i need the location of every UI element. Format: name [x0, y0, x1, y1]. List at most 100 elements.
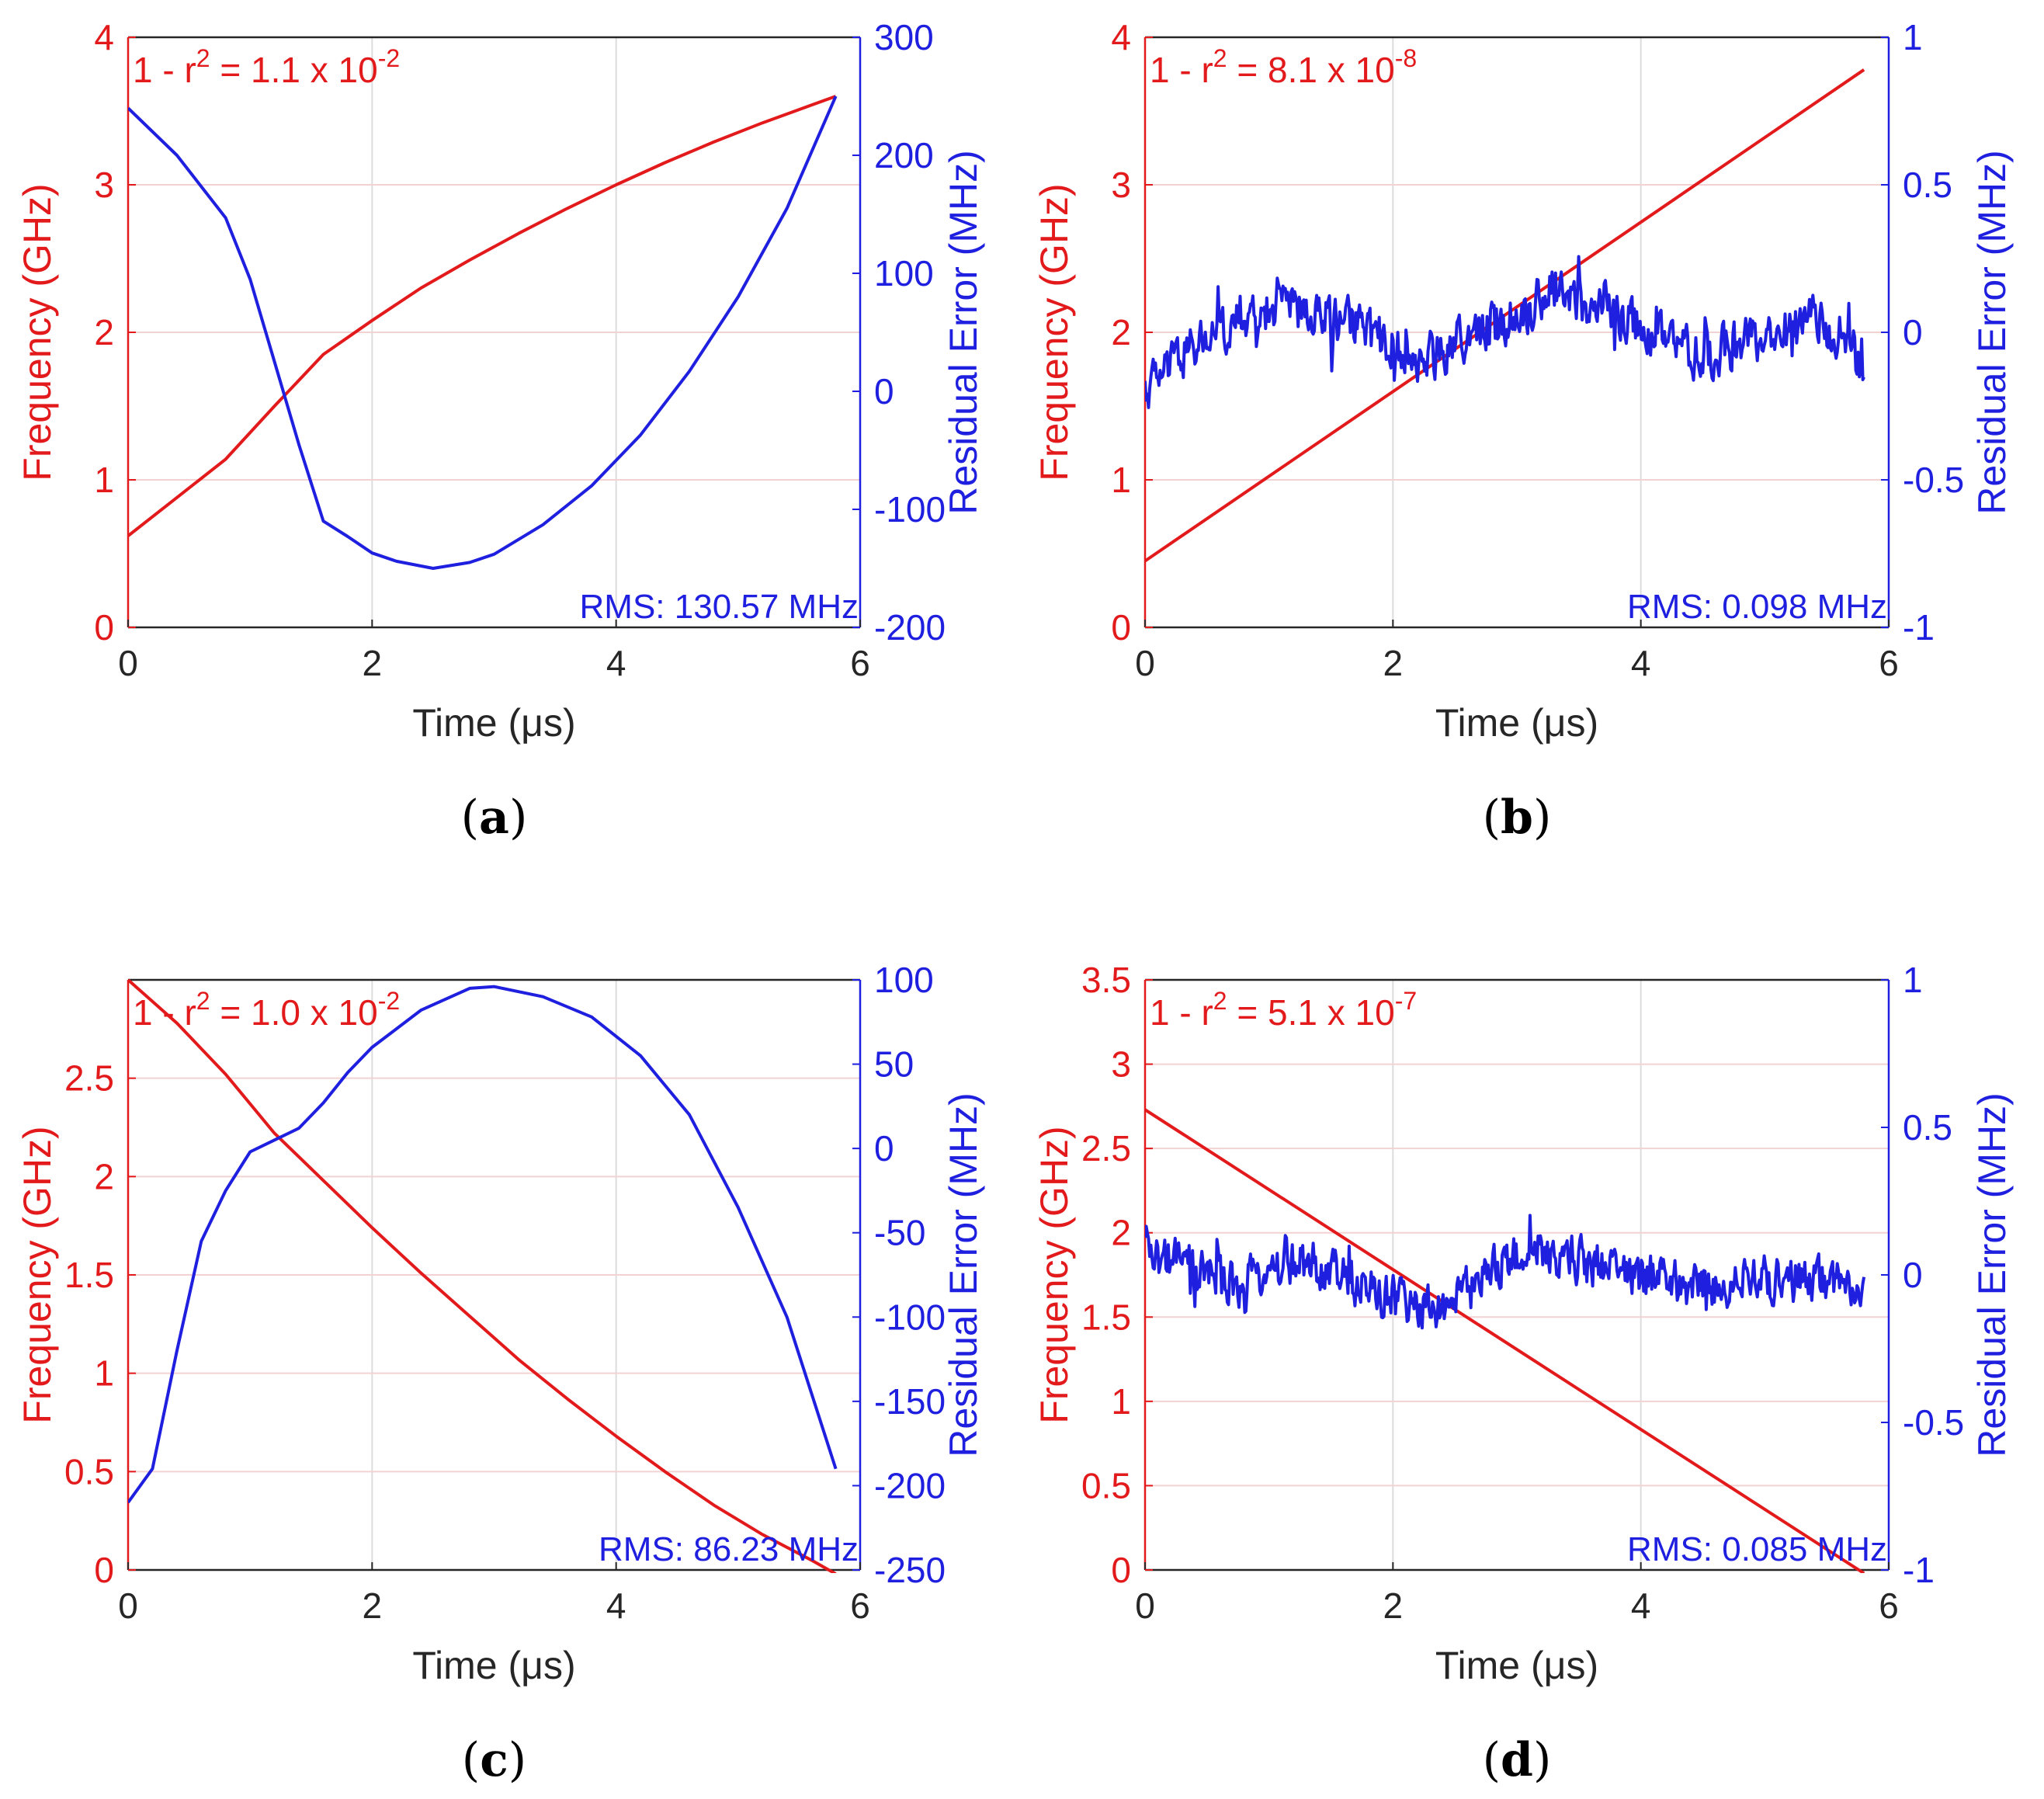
- x-tick-label: 6: [850, 1585, 870, 1626]
- frequency-line: [128, 95, 837, 537]
- y-left-tick-label: 3.5: [1081, 960, 1131, 1000]
- y-right-axis-label: Residual Error (MHz): [1970, 1092, 2014, 1457]
- x-tick-label: 4: [1631, 643, 1651, 683]
- rms-label: RMS: 86.23 MHz: [599, 1530, 859, 1568]
- panel-caption: (d): [1483, 1733, 1552, 1787]
- x-tick-label: 0: [1135, 1585, 1155, 1626]
- y-left-tick-label: 0: [94, 1550, 114, 1590]
- y-left-tick-label: 0.5: [64, 1451, 114, 1492]
- y-left-tick-label: 3: [1111, 165, 1131, 205]
- x-tick-label: 2: [363, 1585, 383, 1626]
- chart-panel-d: 0 2 4 6 0 0.5 1 1.5 2 2.5 3 3.5 -1 -0.5 0 0.5 1 Time (μs)…: [1032, 960, 2014, 1787]
- y-right-tick-label: -200: [874, 607, 946, 648]
- x-tick-label: 2: [363, 643, 383, 683]
- y-right-tick-label: 0: [1903, 1255, 1923, 1295]
- x-tick-label: 6: [850, 643, 870, 683]
- y-right-tick-label: 200: [874, 135, 934, 175]
- rms-label: RMS: 130.57 MHz: [580, 588, 859, 626]
- y-right-tick-label: 100: [874, 253, 934, 293]
- y-left-tick-label: 2.5: [64, 1058, 114, 1099]
- y-right-tick-label: -0.5: [1903, 460, 1964, 500]
- r-squared-annotation: 1 - r2 = 1.1 x 10-2: [133, 44, 400, 90]
- residual-line: [128, 96, 838, 570]
- y-right-tick-label: 0: [874, 1128, 894, 1169]
- y-left-tick-label: 1.5: [1081, 1297, 1131, 1337]
- y-right-tick-label: 0.5: [1903, 165, 1952, 205]
- y-left-tick-label: 0.5: [1081, 1465, 1131, 1506]
- x-axis-label: Time (μs): [1435, 1644, 1598, 1687]
- y-left-axis-label: Frequency (GHz): [1032, 183, 1076, 481]
- x-axis-label: Time (μs): [1435, 701, 1598, 745]
- r-squared-annotation: 1 - r2 = 8.1 x 10-8: [1150, 44, 1417, 90]
- y-right-tick-label: -100: [874, 1297, 946, 1337]
- y-left-tick-label: 3: [94, 165, 114, 205]
- chart-panel-b: 0 2 4 6 0 1 2 3 4 -1 -0.5 0 0.5 1 Time (μs) Frequency (…: [1032, 17, 2014, 845]
- y-right-tick-label: 300: [874, 17, 934, 57]
- y-right-tick-label: -1: [1903, 1550, 1935, 1590]
- y-right-tick-label: -0.5: [1903, 1402, 1964, 1443]
- x-tick-label: 0: [118, 1585, 138, 1626]
- y-left-tick-label: 1: [94, 1353, 114, 1394]
- x-tick-label: 4: [606, 643, 626, 683]
- frequency-line: [128, 978, 837, 1573]
- y-left-axis-label: Frequency (GHz): [16, 183, 59, 481]
- x-tick-label: 6: [1879, 1585, 1899, 1626]
- y-right-tick-label: 100: [874, 960, 934, 1000]
- rms-label: RMS: 0.098 MHz: [1627, 588, 1887, 626]
- panel-caption: (c): [462, 1733, 526, 1787]
- y-left-axis-label: Frequency (GHz): [16, 1126, 59, 1423]
- y-right-tick-label: -50: [874, 1213, 925, 1253]
- residual-line: [1145, 255, 1865, 409]
- x-tick-label: 0: [118, 643, 138, 683]
- y-right-tick-label: 0: [874, 371, 894, 412]
- y-left-tick-label: 4: [1111, 17, 1131, 57]
- y-left-tick-label: 1: [94, 460, 114, 500]
- y-right-axis-label: Residual Error (MHz): [942, 150, 985, 515]
- r-squared-annotation: 1 - r2 = 5.1 x 10-7: [1150, 987, 1417, 1033]
- y-left-tick-label: 2: [1111, 1213, 1131, 1253]
- y-right-axis-label: Residual Error (MHz): [1970, 150, 2014, 515]
- x-tick-label: 6: [1879, 643, 1899, 683]
- y-right-tick-label: 1: [1903, 17, 1923, 57]
- x-tick-label: 0: [1135, 643, 1155, 683]
- chart-panel-a: 0 2 4 6 0 1 2 3 4 -200 -100 0 100 200 300 Time (μs) Freq…: [16, 17, 985, 845]
- rms-label: RMS: 0.085 MHz: [1627, 1530, 1887, 1568]
- y-right-tick-label: -100: [874, 489, 946, 530]
- r-squared-annotation: 1 - r2 = 1.0 x 10-2: [133, 987, 400, 1033]
- y-left-tick-label: 1: [1111, 1381, 1131, 1422]
- x-axis-label: Time (μs): [412, 1644, 575, 1687]
- y-left-tick-label: 1: [1111, 460, 1131, 500]
- y-right-tick-label: 0.5: [1903, 1107, 1952, 1148]
- x-tick-label: 2: [1383, 643, 1404, 683]
- x-axis-label: Time (μs): [412, 701, 575, 745]
- x-tick-label: 2: [1383, 1585, 1404, 1626]
- y-left-axis-label: Frequency (GHz): [1032, 1126, 1076, 1423]
- y-left-tick-label: 4: [94, 17, 114, 57]
- y-left-tick-label: 2: [94, 312, 114, 353]
- y-left-tick-label: 0: [1111, 1550, 1131, 1590]
- y-right-tick-label: -150: [874, 1381, 946, 1422]
- residual-line: [128, 985, 838, 1504]
- y-right-tick-label: -200: [874, 1465, 946, 1506]
- panel-caption: (a): [461, 790, 528, 845]
- y-right-tick-label: 50: [874, 1044, 914, 1085]
- y-right-tick-label: -1: [1903, 607, 1935, 648]
- y-right-axis-label: Residual Error (MHz): [942, 1092, 985, 1457]
- y-left-tick-label: 2: [1111, 312, 1131, 353]
- chart-panel-c: 0 2 4 6 0 0.5 1 1.5 2 2.5 -250 -200 -150 -100 -50 0 50 10…: [16, 960, 985, 1787]
- y-left-tick-label: 3: [1111, 1044, 1131, 1085]
- y-left-tick-label: 2.5: [1081, 1128, 1131, 1169]
- y-left-tick-label: 0: [1111, 607, 1131, 648]
- residual-line: [1145, 1214, 1866, 1330]
- frequency-line: [1145, 1108, 1865, 1573]
- panel-caption: (b): [1483, 790, 1552, 845]
- y-left-tick-label: 2: [94, 1156, 114, 1196]
- y-left-tick-label: 1.5: [64, 1255, 114, 1295]
- x-tick-label: 4: [1631, 1585, 1651, 1626]
- y-right-tick-label: 1: [1903, 960, 1923, 1000]
- y-right-tick-label: -250: [874, 1550, 946, 1590]
- x-tick-label: 4: [606, 1585, 626, 1626]
- y-right-tick-label: 0: [1903, 312, 1923, 353]
- y-left-tick-label: 0: [94, 607, 114, 648]
